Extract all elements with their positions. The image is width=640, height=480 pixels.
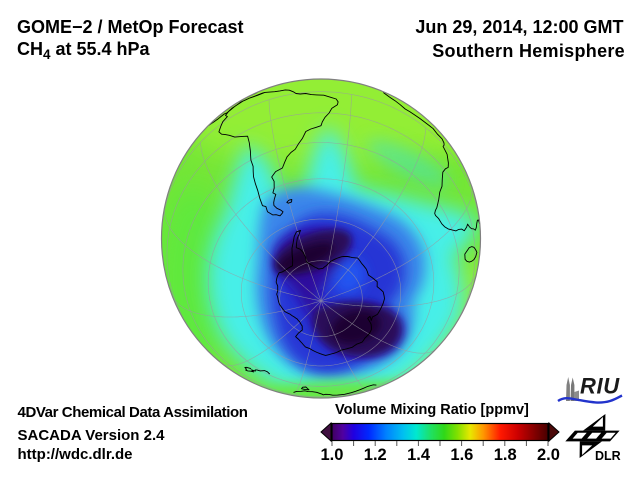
svg-text:RIU: RIU: [580, 374, 620, 399]
svg-text:DLR: DLR: [595, 449, 621, 463]
